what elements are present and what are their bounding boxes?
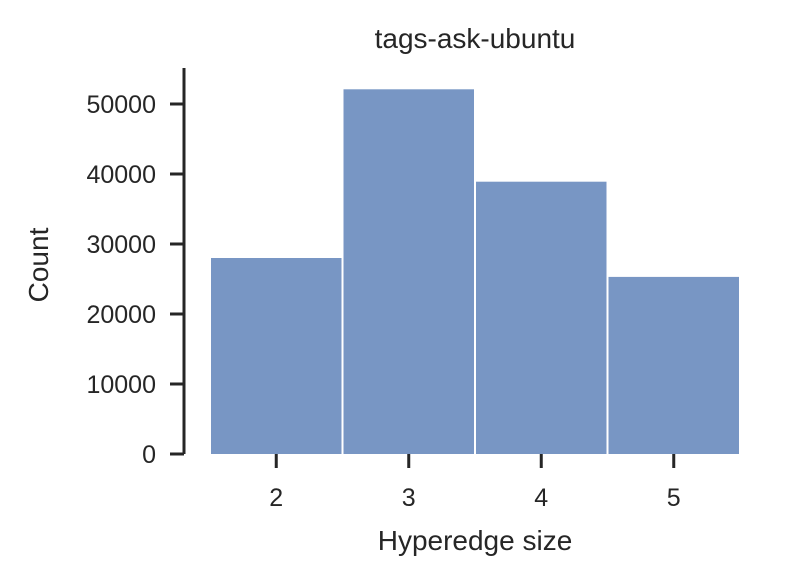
bar-5 xyxy=(608,276,739,454)
y-tick-label: 30000 xyxy=(86,231,156,259)
y-tick-label: 20000 xyxy=(86,301,156,329)
x-ticks-group: 2 3 4 5 xyxy=(269,454,681,512)
bars-group xyxy=(211,89,739,455)
x-tick-label: 3 xyxy=(402,484,416,512)
y-ticks-group: 0 10000 20000 30000 40000 50000 xyxy=(86,91,184,469)
x-tick-label: 2 xyxy=(269,484,283,512)
y-tick-label: 0 xyxy=(142,441,156,469)
x-tick-label: 4 xyxy=(534,484,548,512)
x-tick-label: 5 xyxy=(667,484,681,512)
y-tick-label: 10000 xyxy=(86,371,156,399)
y-axis-label: Count xyxy=(23,227,54,302)
bar-4 xyxy=(476,181,607,454)
chart-title: tags-ask-ubuntu xyxy=(375,23,576,54)
y-tick-label: 50000 xyxy=(86,91,156,119)
bar-2 xyxy=(211,258,342,454)
y-tick-label: 40000 xyxy=(86,161,156,189)
x-axis-label: Hyperedge size xyxy=(378,525,573,556)
bar-3 xyxy=(343,89,474,455)
